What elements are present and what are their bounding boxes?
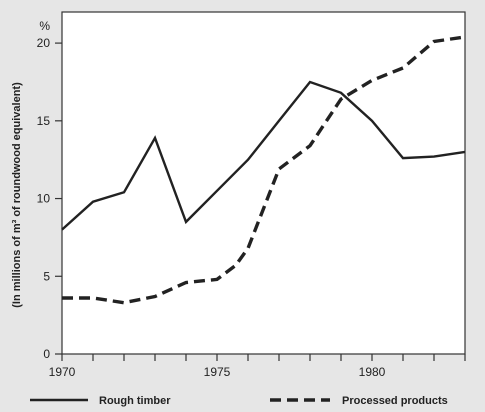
legend-label-processed-products: Processed products: [342, 395, 448, 407]
y-tick-label: 20: [37, 36, 51, 50]
x-tick-label: 1980: [359, 365, 386, 379]
y-axis-title: (In millions of m³ of roundwood equivale…: [11, 82, 23, 308]
y-tick-label: 5: [43, 269, 50, 283]
legend: Rough timber Processed products: [30, 395, 448, 407]
y-tick-label: 10: [37, 192, 51, 206]
x-tick-label: 1970: [49, 365, 76, 379]
y-tick-label: 15: [37, 114, 51, 128]
rough-timber-line: [61, 80, 466, 231]
processed-products-line: [62, 35, 466, 305]
x-axis: 1970 1975 1980: [49, 354, 466, 379]
y-tick-label: 0: [43, 347, 50, 361]
legend-label-rough-timber: Rough timber: [99, 395, 171, 407]
x-tick-label: 1975: [204, 365, 231, 379]
series-lines: [61, 35, 466, 305]
y-axis: 0 5 10 15 20: [37, 36, 62, 361]
y-unit-label: %: [39, 19, 50, 33]
